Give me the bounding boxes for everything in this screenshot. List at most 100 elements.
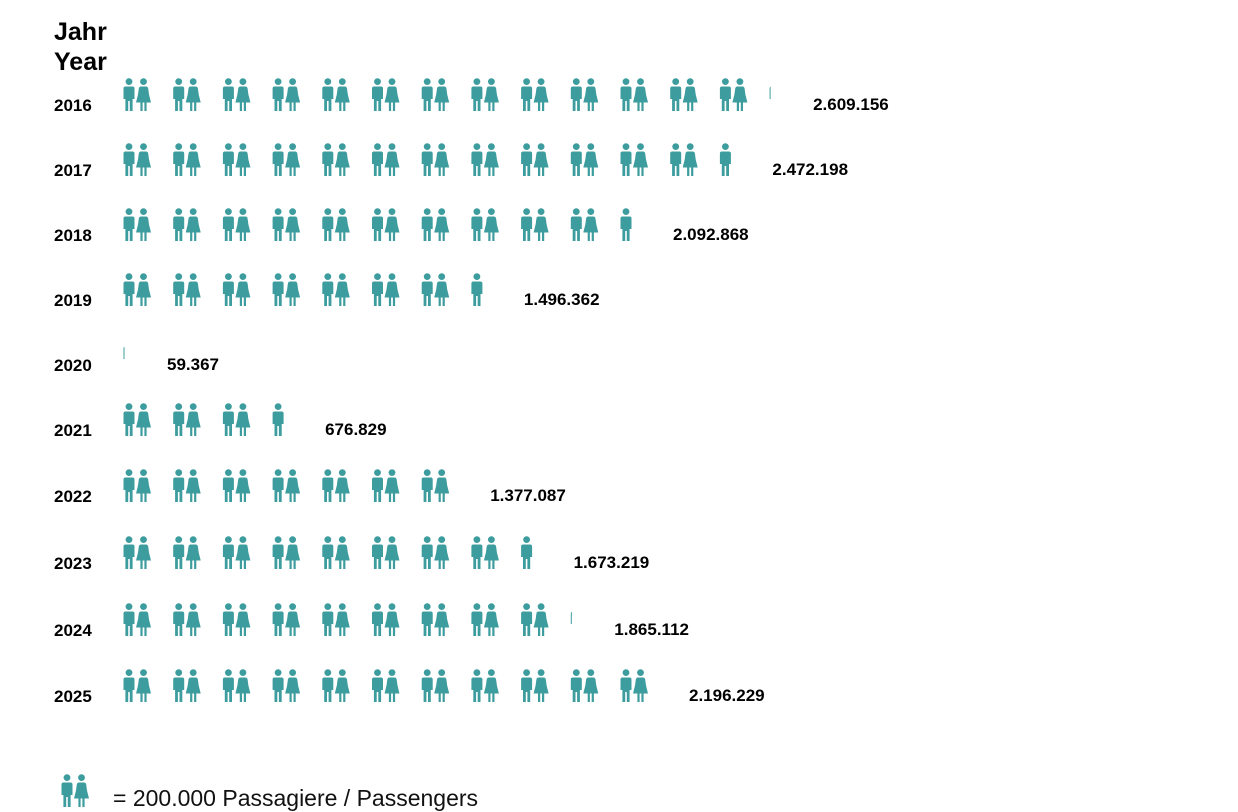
icon-pair xyxy=(123,603,151,636)
icon-pair xyxy=(670,143,698,176)
woman-icon xyxy=(434,669,450,702)
man-icon xyxy=(719,143,731,176)
woman-icon xyxy=(334,603,350,636)
man-icon xyxy=(322,669,334,702)
man-icon xyxy=(123,669,135,702)
year-label: 2019 xyxy=(54,291,92,310)
icon-pair xyxy=(372,536,400,569)
icon-pair xyxy=(123,536,151,569)
chart-row-2016: 2016 2.609.156 xyxy=(54,78,889,115)
woman-icon xyxy=(334,273,350,306)
icon-pair-partial xyxy=(521,536,533,569)
man-icon xyxy=(272,78,284,111)
man-icon xyxy=(421,78,433,111)
icon-pair xyxy=(173,403,201,436)
man-icon xyxy=(222,208,234,241)
icon-pair xyxy=(372,273,400,306)
man-icon xyxy=(620,669,632,702)
woman-icon xyxy=(533,669,549,702)
woman-icon xyxy=(483,536,499,569)
icon-pair xyxy=(570,78,599,111)
icon-pair xyxy=(521,669,549,702)
man-icon xyxy=(123,469,135,502)
man-icon xyxy=(570,611,572,624)
icon-pair xyxy=(222,603,251,636)
icon-pair xyxy=(173,273,201,306)
man-icon xyxy=(372,78,383,111)
icon-pair xyxy=(471,78,499,111)
icon-pair xyxy=(173,469,201,502)
woman-icon xyxy=(384,208,400,241)
man-icon xyxy=(421,669,433,702)
icon-pair xyxy=(123,208,151,241)
icon-pair xyxy=(173,143,201,176)
icon-pair xyxy=(471,208,499,241)
man-icon xyxy=(272,536,284,569)
woman-icon xyxy=(285,669,301,702)
year-label: 2020 xyxy=(54,356,92,375)
woman-icon xyxy=(434,603,450,636)
woman-icon xyxy=(185,603,201,636)
man-icon xyxy=(222,603,234,636)
woman-icon xyxy=(136,603,151,636)
woman-icon xyxy=(334,208,350,241)
man-icon xyxy=(620,143,632,176)
woman-icon xyxy=(533,603,549,636)
woman-icon xyxy=(483,603,499,636)
man-icon xyxy=(222,669,234,702)
man-icon xyxy=(421,273,433,306)
icon-pair xyxy=(421,536,450,569)
icon-pair xyxy=(123,273,151,306)
man-icon xyxy=(471,603,483,636)
man-icon xyxy=(372,273,383,306)
icon-pair xyxy=(322,536,350,569)
woman-icon xyxy=(136,536,151,569)
icon-pair xyxy=(322,208,350,241)
icon-pair xyxy=(570,208,599,241)
man-icon xyxy=(61,774,73,807)
man-icon xyxy=(421,208,433,241)
man-icon xyxy=(222,469,234,502)
man-icon xyxy=(173,403,185,436)
icon-pair xyxy=(620,78,648,111)
icon-pair-partial xyxy=(769,86,771,99)
icon-pair xyxy=(421,603,450,636)
value-label: 676.829 xyxy=(325,420,386,439)
icon-pair xyxy=(372,78,400,111)
woman-icon xyxy=(434,273,450,306)
woman-icon xyxy=(185,78,201,111)
icon-pair xyxy=(272,603,301,636)
man-icon xyxy=(173,536,185,569)
man-icon xyxy=(222,273,234,306)
icon-pair xyxy=(570,143,599,176)
value-label: 1.673.219 xyxy=(574,553,650,572)
woman-icon xyxy=(732,78,748,111)
man-icon xyxy=(620,78,632,111)
icon-pair xyxy=(471,143,499,176)
man-icon xyxy=(372,469,383,502)
woman-icon xyxy=(185,143,201,176)
year-label: 2023 xyxy=(54,554,92,573)
value-label: 1.377.087 xyxy=(490,486,566,505)
chart-row-2024: 2024 1.865.112 xyxy=(54,603,689,640)
chart-row-2019: 2019 1.496.362 xyxy=(54,273,600,310)
woman-icon xyxy=(384,273,400,306)
year-label: 2017 xyxy=(54,161,92,180)
man-icon xyxy=(123,403,135,436)
icon-pair-partial xyxy=(421,469,450,502)
icon-pair xyxy=(471,669,499,702)
legend-label: = 200.000 Passagiere / Passengers xyxy=(113,785,478,811)
man-icon xyxy=(521,143,533,176)
woman-icon xyxy=(583,208,599,241)
man-icon xyxy=(272,603,284,636)
icon-pair xyxy=(372,469,400,502)
man-icon xyxy=(173,669,185,702)
woman-icon xyxy=(235,78,251,111)
woman-icon xyxy=(74,774,89,807)
icon-pair xyxy=(272,536,301,569)
icon-pair xyxy=(471,536,499,569)
icon-pair xyxy=(521,603,549,636)
chart-row-2018: 2018 2.092.868 xyxy=(54,208,749,245)
